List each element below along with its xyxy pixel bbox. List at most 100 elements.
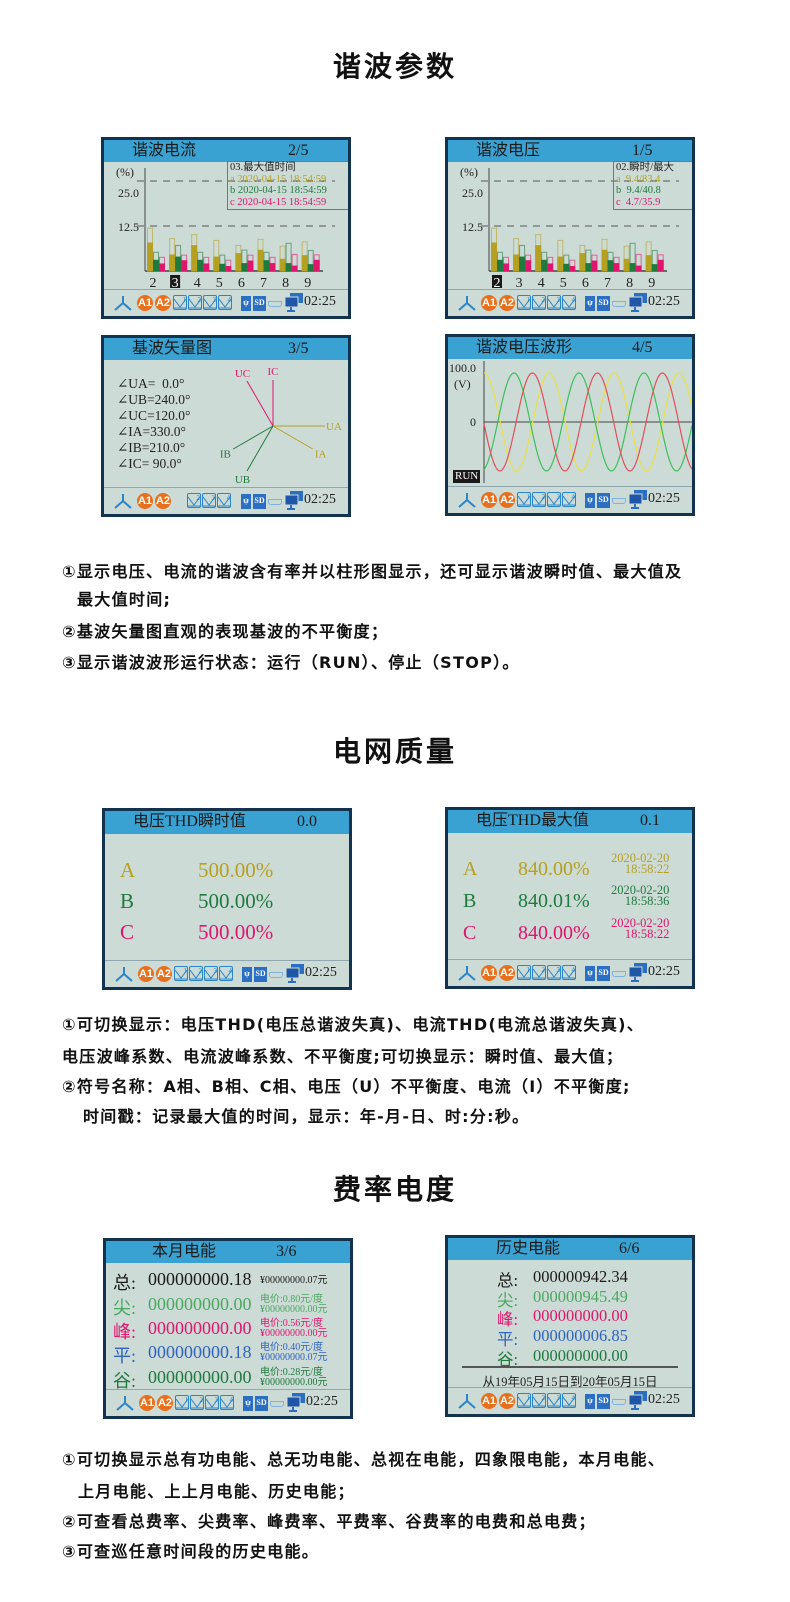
channel-4-icon: 4 bbox=[562, 295, 576, 310]
status-bar: A1 A2 1 2 3 4 ψ SD 02:25 bbox=[105, 960, 349, 987]
bar-instant-c bbox=[613, 263, 620, 271]
channel-2-icon: 2 bbox=[532, 1393, 546, 1408]
vector-UB bbox=[246, 425, 274, 472]
screen-title: 谐波电压 bbox=[476, 142, 541, 159]
bar-instant-c bbox=[525, 260, 532, 271]
clock-time: 02:25 bbox=[304, 294, 336, 309]
screen-harmonic-voltage: 谐波电压 1/5 25.0 12.5 2 3 4 5 6 7 8 9 (%) 02.瞬时/最大 a … bbox=[445, 137, 695, 319]
phase-c-value: 840.00% bbox=[518, 922, 590, 944]
channel-4-icon: 4 bbox=[220, 1395, 234, 1410]
angle-ib: ∠IB=210.0° bbox=[117, 440, 186, 455]
alarm-a1-icon: A1 bbox=[137, 493, 153, 509]
desc-line: 时间戳：记录最大值的时间，显示：年-月-日、时:分:秒。 bbox=[83, 1107, 530, 1126]
energy-row-label: 平: bbox=[497, 1330, 519, 1350]
phase-a-value: 840.00% bbox=[518, 858, 590, 880]
bar-instant-b bbox=[497, 259, 503, 271]
bar-instant-c bbox=[225, 265, 232, 271]
vector-label-UB: UB bbox=[235, 474, 250, 486]
energy-row-value: 000000000.18 bbox=[148, 1269, 252, 1289]
clock-time: 02:25 bbox=[306, 1394, 338, 1409]
cost: ¥00000000.07元 bbox=[260, 1352, 328, 1363]
bar-instant-b bbox=[651, 264, 658, 271]
channel-2-icon: 2 bbox=[187, 493, 201, 508]
bar-instant-b bbox=[219, 263, 226, 271]
network-icon bbox=[284, 293, 303, 312]
desc-line: ③显示谐波波形运行状态：运行（RUN）、停止（STOP）。 bbox=[62, 653, 520, 672]
bar-instant-a bbox=[191, 245, 198, 271]
bar-instant-c bbox=[269, 263, 276, 271]
bar-instant-c bbox=[159, 263, 165, 271]
channel-4-icon: 4 bbox=[218, 295, 232, 310]
status-bar: A1 A2 2 3 4 ψ SD 02:25 bbox=[104, 487, 348, 514]
vector-label-IC: IC bbox=[268, 366, 279, 378]
x-tick-label: 7 bbox=[260, 276, 267, 291]
network-icon bbox=[628, 1391, 647, 1410]
star-connection-icon bbox=[458, 1394, 476, 1409]
alarm-a2-icon: A2 bbox=[157, 1395, 173, 1411]
bar-instant-a bbox=[535, 245, 542, 271]
bar-instant-c bbox=[547, 263, 554, 271]
alarm-a1-icon: A1 bbox=[139, 1395, 155, 1411]
harmonic-current-chart: 25.0 12.5 2 3 4 5 6 7 8 9 bbox=[118, 168, 335, 291]
unit-price: 电价:0.56元/度 bbox=[260, 1318, 324, 1329]
x-tick-label: 6 bbox=[582, 276, 589, 291]
bar-instant-b bbox=[153, 259, 159, 271]
screen-title: 谐波电流 bbox=[132, 142, 197, 159]
bar-instant-a bbox=[301, 255, 308, 271]
usb-icon: ψ bbox=[585, 296, 595, 311]
unit-price: 电价:0.28元/度 bbox=[260, 1367, 324, 1378]
cost: ¥00000000.00元 bbox=[260, 1328, 328, 1339]
phase-b-value: 500.00% bbox=[198, 889, 274, 913]
desc-line: ③可查巡任意时间段的历史电能。 bbox=[62, 1542, 320, 1561]
status-bar: A1 A2 1 2 3 4 ψ SD 02:25 bbox=[448, 289, 692, 316]
screen-waveform: 谐波电压波形 4/5 100.0 (V) 0 RUN A1 A2 1 2 3 4 ψ SD … bbox=[445, 334, 695, 516]
legend-c: c 4.7/35.9 bbox=[616, 196, 661, 208]
energy-row-label: 总: bbox=[497, 1271, 519, 1290]
screen-header: 谐波电压波形 4/5 bbox=[448, 337, 692, 359]
vector-diagram: UA UB UC IA IB IC bbox=[220, 366, 342, 486]
page-indicator: 3/5 bbox=[288, 340, 309, 357]
angle-list: ∠UA= 0.0° ∠UB=240.0° ∠UC=120.0° ∠IA=330.… bbox=[117, 376, 190, 472]
desc-line: ①可切换显示总有功电能、总无功电能、总视在电能，四象限电能，本月电能、 bbox=[62, 1450, 666, 1469]
phase-c-label: C bbox=[463, 922, 477, 944]
waveform-a bbox=[483, 372, 692, 472]
star-connection-icon bbox=[115, 967, 133, 982]
section-title-energy: 费率电度 bbox=[332, 1173, 457, 1206]
bar-instant-a bbox=[513, 254, 520, 271]
legend-box: 02.瞬时/最大 a 9.4/83.4 b 9.4/40.8 c 4.7/35.… bbox=[613, 161, 692, 210]
clock-time: 02:25 bbox=[648, 491, 680, 506]
phase-b-timestamp: 2020-02-20 18:58:36 bbox=[611, 884, 669, 908]
page-indicator: 6/6 bbox=[619, 1240, 640, 1257]
bar-instant-a bbox=[169, 254, 176, 271]
unit-price: 电价:0.40元/度 bbox=[260, 1342, 324, 1353]
channel-1-icon: 1 bbox=[517, 1393, 531, 1408]
angle-ia: ∠IA=330.0° bbox=[117, 424, 186, 439]
energy-row-value: 000000000.00 bbox=[148, 1367, 252, 1387]
channel-3-icon: 3 bbox=[547, 965, 561, 980]
legend-b: b 2020-04-15 18:54:59 bbox=[230, 185, 327, 196]
network-icon bbox=[628, 490, 647, 509]
alarm-a1-icon: A1 bbox=[481, 492, 497, 508]
energy-row-label: 总: bbox=[113, 1273, 137, 1293]
status-bar: A1 A2 1 2 3 4 ψ SD 02:25 bbox=[448, 959, 692, 986]
energy-row-value: 000000000.00 bbox=[533, 1306, 628, 1326]
time: 18:58:22 bbox=[624, 927, 670, 941]
angle-uc: ∠UC=120.0° bbox=[117, 408, 191, 423]
x-tick-label: 5 bbox=[216, 276, 223, 291]
alarm-a2-icon: A2 bbox=[499, 965, 515, 981]
bar-instant-b bbox=[563, 263, 570, 271]
desc-line: ②基波矢量图直观的表现基波的不平衡度； bbox=[62, 622, 389, 641]
desc-line: 上月电能、上上月电能、历史电能； bbox=[78, 1482, 355, 1501]
serial-port-icon bbox=[269, 972, 283, 978]
star-connection-icon bbox=[114, 296, 132, 311]
channel-2-icon: 2 bbox=[188, 295, 202, 310]
legend-box: 03.最大值时间 a 2020-04-15 18:54:59 b 2020-04… bbox=[227, 161, 348, 210]
angle-ic: ∠IC= 90.0° bbox=[117, 456, 182, 471]
alarm-a1-icon: A1 bbox=[481, 295, 497, 311]
bar-instant-c bbox=[569, 265, 576, 271]
star-connection-icon bbox=[458, 966, 476, 981]
serial-port-icon bbox=[612, 1399, 626, 1405]
energy-row-value: 000000945.49 bbox=[533, 1286, 628, 1306]
x-tick-label: 2 bbox=[150, 276, 157, 291]
bar-instant-b bbox=[263, 260, 270, 271]
